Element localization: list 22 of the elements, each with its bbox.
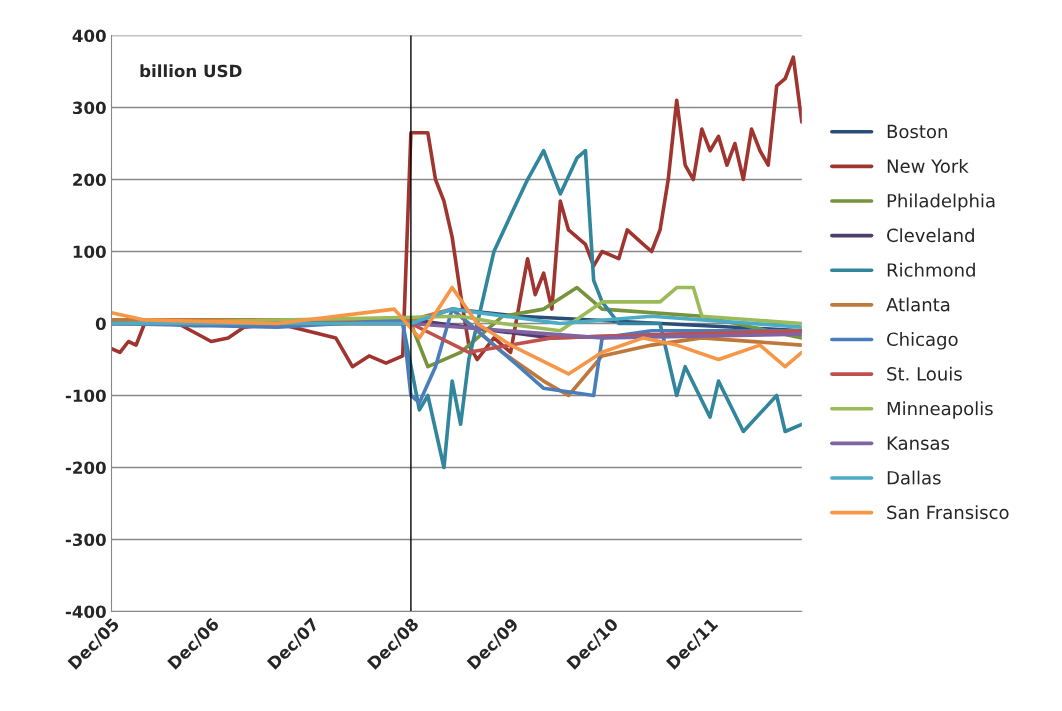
- y-tick-label: -400: [65, 605, 106, 619]
- annotation: billion USD: [140, 64, 242, 78]
- legend-label: San Fransisco: [887, 505, 1009, 520]
- legend-label: New York: [887, 158, 969, 173]
- y-tick-label: 400: [72, 29, 106, 43]
- y-tick-label: -100: [65, 389, 106, 403]
- y-tick-label: -300: [65, 533, 106, 547]
- legend-label: Chicago: [887, 332, 958, 350]
- legend-label: Atlanta: [886, 297, 950, 312]
- y-tick-label: 0: [95, 317, 106, 331]
- y-tick-label: 200: [73, 173, 106, 187]
- legend-label: St. Louis: [887, 366, 962, 381]
- y-tick-label: 100: [73, 245, 106, 259]
- legend-label: Boston: [887, 124, 947, 139]
- legend-label: Kansas: [887, 436, 950, 450]
- y-tick-label: -200: [65, 461, 106, 475]
- legend-label: Philadelphia: [887, 193, 995, 212]
- legend-label: Minneapolis: [887, 401, 993, 419]
- legend-label: Cleveland: [887, 228, 974, 243]
- legend-label: Dallas: [887, 470, 941, 485]
- legend-label: Richmond: [887, 262, 975, 277]
- y-tick-label: 300: [72, 101, 106, 115]
